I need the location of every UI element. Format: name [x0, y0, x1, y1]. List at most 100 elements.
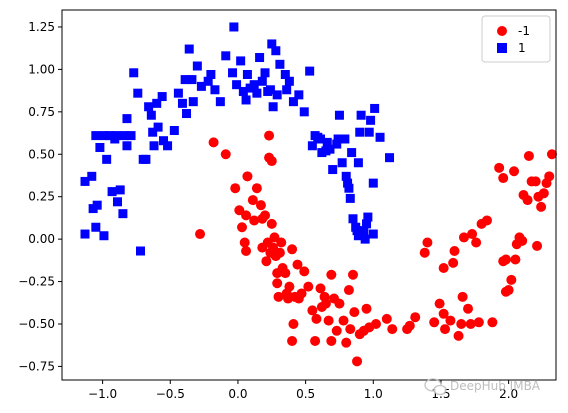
legend-label-series-1: -1	[518, 24, 530, 38]
data-point-series-1	[487, 317, 498, 328]
data-point-series-2	[260, 68, 270, 78]
data-point-series-1	[276, 237, 287, 248]
data-point-series-2	[332, 139, 342, 149]
data-point-series-2	[144, 102, 154, 112]
y-tick-label: 1.25	[28, 20, 55, 34]
data-point-series-2	[272, 90, 282, 100]
data-point-series-2	[328, 165, 338, 175]
data-point-series-2	[91, 131, 101, 141]
data-point-series-1	[326, 269, 337, 280]
data-point-series-1	[510, 254, 521, 265]
plot-frame	[61, 9, 557, 381]
data-point-series-2	[280, 69, 290, 79]
y-tick-label: −0.75	[18, 359, 55, 373]
data-point-series-1	[532, 240, 543, 251]
data-point-series-2	[95, 142, 105, 152]
data-point-series-1	[445, 315, 456, 326]
data-point-series-2	[238, 86, 248, 96]
data-point-series-1	[473, 317, 484, 328]
data-point-series-2	[163, 141, 173, 151]
data-point-series-1	[208, 137, 219, 148]
data-point-series-1	[494, 162, 505, 173]
data-point-series-1	[241, 246, 252, 257]
x-tick-label: −1.0	[88, 387, 117, 401]
data-point-series-1	[438, 262, 449, 273]
data-point-series-1	[310, 335, 321, 346]
data-point-series-2	[385, 153, 395, 163]
data-point-series-1	[465, 318, 476, 329]
x-tick-label: 0.5	[296, 387, 315, 401]
data-point-series-2	[169, 126, 179, 136]
data-point-series-1	[419, 247, 430, 258]
data-point-series-1	[195, 229, 206, 240]
watermark: DeepHub IMBA	[424, 378, 541, 396]
data-point-series-1	[361, 303, 372, 314]
legend-marker-series-2	[497, 43, 507, 53]
data-point-series-1	[307, 305, 318, 316]
data-point-series-2	[221, 51, 231, 61]
data-point-series-2	[91, 222, 101, 232]
data-point-series-1	[338, 315, 349, 326]
data-point-series-2	[307, 141, 317, 151]
data-point-series-2	[363, 212, 373, 222]
data-point-series-2	[112, 197, 122, 207]
y-tick-label: 0.75	[28, 105, 55, 119]
data-point-series-1	[467, 229, 478, 240]
data-point-series-2	[192, 61, 202, 71]
data-point-series-2	[126, 131, 136, 141]
chat-bubble-icon	[424, 378, 447, 396]
data-point-series-1	[288, 318, 299, 329]
data-point-series-2	[343, 178, 353, 188]
data-point-series-2	[228, 68, 238, 78]
data-point-series-1	[438, 308, 449, 319]
data-point-series-1	[341, 337, 352, 348]
data-point-series-2	[119, 131, 129, 141]
data-point-series-2	[153, 122, 163, 132]
data-point-series-1	[503, 285, 514, 296]
y-tick-label: −0.50	[18, 317, 55, 331]
y-tick-label: −0.25	[18, 275, 55, 289]
data-point-series-2	[375, 132, 385, 142]
data-point-series-2	[257, 76, 267, 86]
data-point-series-2	[99, 231, 109, 241]
data-point-series-1	[251, 183, 262, 194]
data-point-series-1	[239, 237, 250, 248]
data-point-series-2	[252, 88, 262, 98]
data-point-series-2	[352, 226, 362, 236]
data-point-series-2	[353, 158, 363, 168]
data-point-series-2	[359, 226, 369, 236]
data-point-series-2	[362, 219, 372, 229]
data-point-series-2	[368, 229, 378, 239]
data-point-series-2	[337, 158, 347, 168]
data-point-series-2	[242, 69, 252, 79]
data-point-series-2	[356, 110, 366, 120]
data-point-series-1	[517, 235, 528, 246]
y-tick-label: 0.25	[28, 190, 55, 204]
data-point-series-2	[268, 102, 278, 112]
data-point-series-2	[210, 85, 220, 95]
data-point-series-2	[157, 92, 167, 102]
data-point-series-1	[352, 356, 363, 367]
data-point-series-2	[187, 75, 197, 85]
data-point-series-2	[265, 85, 275, 95]
data-point-series-1	[280, 268, 291, 279]
data-point-series-2	[241, 95, 251, 105]
data-point-series-2	[92, 200, 102, 210]
data-point-series-1	[453, 330, 464, 341]
data-point-series-1	[471, 237, 482, 248]
data-point-series-2	[111, 131, 121, 141]
data-point-series-1	[429, 317, 440, 328]
data-point-series-1	[260, 210, 271, 221]
data-point-series-2	[129, 68, 139, 78]
data-point-series-2	[146, 110, 156, 120]
data-point-series-2	[368, 178, 378, 188]
legend-marker-series-1	[497, 26, 507, 36]
data-point-series-1	[523, 150, 534, 161]
data-point-series-2	[322, 137, 332, 147]
data-point-series-1	[457, 291, 468, 302]
data-point-series-2	[229, 22, 239, 32]
data-point-series-1	[536, 201, 547, 212]
y-tick-label: 0.00	[28, 232, 55, 246]
data-point-series-2	[115, 185, 125, 195]
